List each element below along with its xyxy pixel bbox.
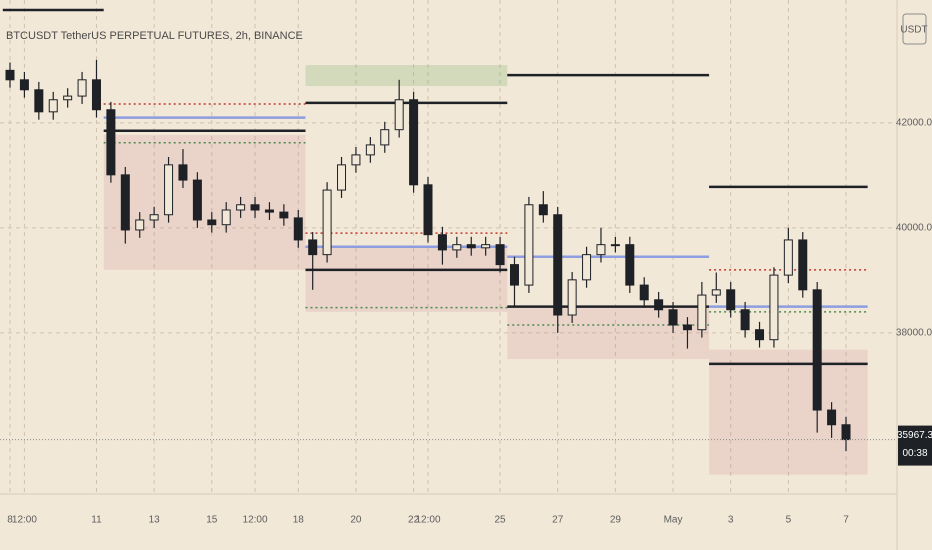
candle-body	[192, 179, 202, 221]
candle-body	[452, 244, 462, 251]
x-tick-label: 25	[495, 515, 507, 526]
candle-body	[538, 204, 548, 216]
x-tick-label: 11	[91, 515, 102, 526]
candle-body	[63, 95, 73, 101]
x-tick-label: 12:00	[415, 515, 440, 526]
candle-body	[77, 79, 87, 97]
candle-body	[120, 174, 130, 231]
candle-body	[812, 289, 822, 411]
candle-body	[481, 244, 491, 249]
candle-body	[726, 289, 736, 311]
x-tick-label: 20	[350, 515, 362, 526]
candle-body	[365, 144, 375, 156]
candle-body	[250, 204, 260, 211]
candle-body	[106, 109, 116, 176]
candle-body	[783, 239, 793, 276]
candle-body	[639, 284, 649, 301]
candle-body	[466, 244, 476, 249]
candle-body	[827, 409, 837, 426]
chart-title: BTCUSDT TetherUS PERPETUAL FUTURES, 2h, …	[6, 30, 303, 42]
candle-body	[841, 424, 851, 441]
candle-body	[596, 244, 606, 256]
last-price-box	[898, 425, 932, 466]
candle-body	[582, 254, 592, 281]
candle-body	[236, 204, 246, 211]
candle-body	[337, 164, 347, 191]
x-tick-label: 18	[293, 515, 305, 526]
price-zone	[103, 134, 306, 270]
price-zone	[709, 349, 868, 475]
candle-body	[423, 184, 433, 236]
candle-body	[755, 329, 765, 341]
candle-body	[91, 79, 101, 111]
candle-body	[293, 217, 303, 241]
candle-body	[697, 294, 707, 331]
x-tick-label: May	[664, 515, 683, 526]
candle-body	[308, 239, 318, 256]
candle-body	[394, 99, 404, 131]
candle-body	[437, 234, 447, 251]
y-tick-label: 40000.0	[896, 223, 932, 234]
x-tick-label: 27	[552, 515, 564, 526]
last-price-label: 35967.3	[897, 430, 932, 441]
candle-body	[495, 244, 505, 266]
candle-body	[221, 209, 231, 226]
candle-body	[149, 214, 159, 221]
candle-body	[34, 89, 44, 113]
candle-body	[279, 211, 289, 219]
x-tick-label: 13	[149, 515, 161, 526]
x-tick-label: 8	[7, 515, 13, 526]
candle-body	[610, 244, 620, 247]
candle-body	[264, 209, 274, 213]
candle-body	[769, 274, 779, 341]
candle-body	[5, 69, 15, 81]
x-tick-label: 29	[610, 515, 622, 526]
candle-body	[668, 309, 678, 326]
currency-badge[interactable]	[902, 13, 927, 45]
candle-body	[19, 79, 29, 91]
grid	[0, 0, 895, 493]
candle-body	[625, 244, 635, 286]
candle-body	[711, 289, 721, 296]
candle-body	[654, 299, 664, 311]
x-tick-label: 12:00	[243, 515, 268, 526]
candle-body	[409, 99, 419, 186]
candle-body	[380, 129, 390, 146]
y-tick-label: 38000.0	[896, 328, 932, 339]
zones	[103, 65, 868, 475]
candle-body	[135, 219, 145, 231]
countdown-label: 00:38	[902, 448, 927, 459]
price-zone	[305, 65, 508, 87]
candle-body	[798, 239, 808, 291]
candle-body	[509, 264, 519, 286]
candle-body	[164, 164, 174, 216]
price-zone	[305, 246, 508, 312]
currency-label[interactable]: USDT	[900, 25, 927, 36]
candle-body	[322, 189, 332, 256]
price-zone	[507, 306, 710, 360]
candle-body	[567, 279, 577, 316]
x-tick-label: 5	[786, 515, 792, 526]
x-tick-label: 22	[408, 515, 420, 526]
x-tick-label: 15	[206, 515, 218, 526]
candle-body	[682, 324, 692, 331]
x-tick-label: 12:00	[12, 515, 37, 526]
candles	[5, 59, 851, 451]
candle-body	[178, 164, 188, 181]
candle-body	[740, 309, 750, 331]
x-tick-label: 7	[843, 515, 849, 526]
candle-body	[553, 214, 563, 316]
x-tick-label: 3	[728, 515, 734, 526]
candle-body	[351, 154, 361, 166]
y-tick-label: 42000.0	[896, 117, 932, 128]
candle-body	[524, 204, 534, 286]
candle-body	[207, 219, 217, 226]
candle-body	[48, 99, 58, 113]
